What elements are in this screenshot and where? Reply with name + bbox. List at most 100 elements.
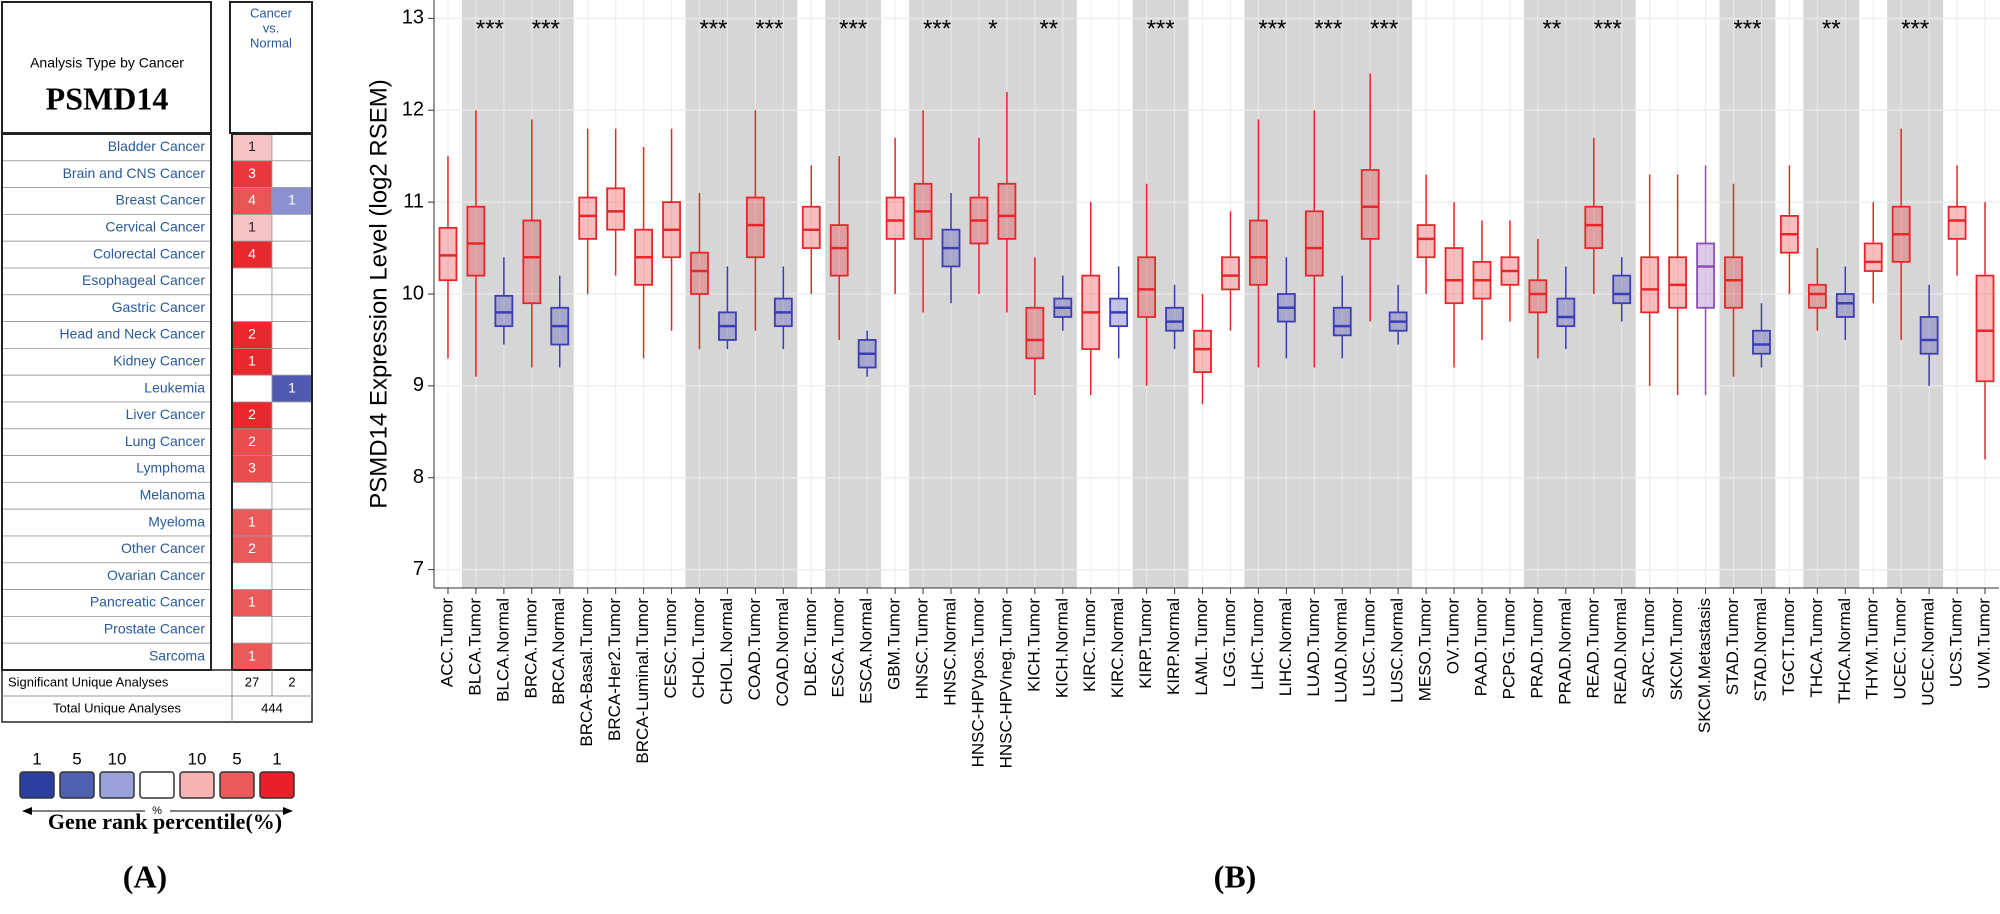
x-tick-label: THCA.Normal (1835, 598, 1854, 704)
x-tick-label: UCS.Tumor (1947, 598, 1966, 687)
summary-label: Significant Unique Analyses (8, 674, 169, 689)
legend-swatch (259, 771, 295, 799)
x-tick-label: LIHC.Tumor (1248, 598, 1267, 690)
x-tick-label: LUSC.Normal (1388, 598, 1407, 703)
table-cell (231, 562, 273, 590)
y-tick-label: 13 (402, 7, 424, 29)
cancer-label: Prostate Cancer (104, 621, 205, 637)
cancer-label: Gastric Cancer (112, 299, 206, 315)
x-tick-label: LUAD.Normal (1332, 598, 1351, 703)
significance-label: *** (1370, 15, 1398, 42)
x-tick-label: STAD.Tumor (1723, 598, 1742, 696)
x-tick-label: CHOL.Tumor (689, 598, 708, 699)
y-tick-label: 7 (413, 558, 424, 580)
significance-label: *** (476, 15, 504, 42)
legend-label: 10 (188, 749, 207, 768)
x-tick-label: LUSC.Tumor (1360, 598, 1379, 697)
x-tick-label: COAD.Normal (773, 598, 792, 707)
cancer-label: Lymphoma (136, 460, 205, 476)
over-count: 1 (248, 219, 256, 235)
cancer-label: Cervical Cancer (105, 219, 205, 235)
box (1752, 329, 1771, 355)
cancer-label: Other Cancer (121, 540, 205, 556)
box (1556, 297, 1576, 328)
over-count: 3 (248, 165, 256, 181)
legend-percent: % (152, 805, 162, 817)
over-count: 4 (248, 245, 256, 261)
over-count: 2 (248, 406, 256, 422)
cancer-label: Melanoma (140, 487, 206, 503)
box (1975, 274, 1995, 383)
y-tick-label: 12 (402, 99, 424, 121)
x-tick-label: BRCA.Normal (549, 598, 568, 705)
box (1807, 283, 1827, 309)
box (829, 224, 849, 277)
box (1025, 306, 1045, 360)
x-tick-label: LIHC.Normal (1276, 598, 1295, 696)
column-header: Normal (250, 35, 292, 50)
table-cell (231, 213, 273, 242)
legend-swatch (179, 771, 215, 799)
table-cell (231, 616, 273, 644)
significance-label: *** (1594, 15, 1622, 42)
significance-label: ** (1039, 15, 1058, 42)
table-cell (231, 374, 273, 403)
table-row (1, 267, 212, 296)
x-tick-label: BRCA-Luminal.Tumor (633, 598, 652, 764)
x-tick-label: THYM.Tumor (1863, 598, 1882, 700)
box (606, 187, 626, 231)
x-tick-label: BLCA.Normal (493, 598, 512, 702)
box (1304, 210, 1324, 277)
box (997, 182, 1017, 240)
box (1249, 219, 1268, 286)
box (438, 226, 458, 282)
table-cell (271, 562, 313, 590)
x-tick-label: BLCA.Tumor (465, 598, 484, 696)
y-tick-label: 11 (403, 190, 424, 212)
legend-arrow-head (22, 807, 32, 815)
table-cell (271, 267, 313, 296)
x-tick-label: PRAD.Normal (1555, 598, 1574, 705)
x-tick-label: GBM.Tumor (885, 598, 904, 690)
table-cell (271, 401, 313, 430)
cancer-label: Sarcoma (149, 647, 205, 663)
significance-label: *** (1901, 15, 1929, 42)
x-tick-label: SKCM.Tumor (1667, 598, 1686, 701)
x-tick-label: DLBC.Tumor (801, 598, 820, 697)
legend-swatch (219, 771, 255, 799)
significance-label: ** (1822, 15, 1841, 42)
x-tick-label: OV.Tumor (1444, 598, 1463, 675)
under-count: 1 (288, 192, 296, 208)
gene-name: PSMD14 (46, 80, 169, 116)
table-row (1, 535, 212, 564)
x-tick-label: UVM.Tumor (1975, 598, 1994, 689)
significance-label: *** (1733, 15, 1761, 42)
cancer-label: Breast Cancer (116, 192, 206, 208)
table-row (1, 428, 212, 456)
significance-label: *** (839, 15, 867, 42)
table-cell (271, 616, 313, 644)
column-header: Cancer (250, 5, 293, 20)
table-cell (231, 455, 273, 483)
box (1919, 316, 1939, 355)
summary-value: 27 (245, 674, 259, 689)
table-cell (271, 347, 313, 376)
cancer-label: Brain and CNS Cancer (63, 165, 206, 181)
x-tick-label: PAAD.Tumor (1471, 598, 1490, 697)
table-cell (271, 508, 313, 537)
box (801, 205, 821, 249)
over-count: 2 (248, 433, 256, 449)
x-tick-label: PCPG.Tumor (1499, 598, 1518, 700)
significance-label: *** (1314, 15, 1342, 42)
x-tick-label: KIRC.Normal (1108, 598, 1127, 698)
box (1193, 329, 1212, 373)
x-tick-label: TGCT.Tumor (1779, 598, 1798, 696)
x-tick-label: BRCA-Basal.Tumor (577, 598, 596, 747)
legend-swatch (19, 771, 55, 799)
box (522, 219, 542, 305)
box (1360, 169, 1380, 240)
legend-label: 5 (72, 749, 81, 768)
x-tick-label: ACC.Tumor (437, 598, 456, 687)
header-box (1, 1, 212, 134)
